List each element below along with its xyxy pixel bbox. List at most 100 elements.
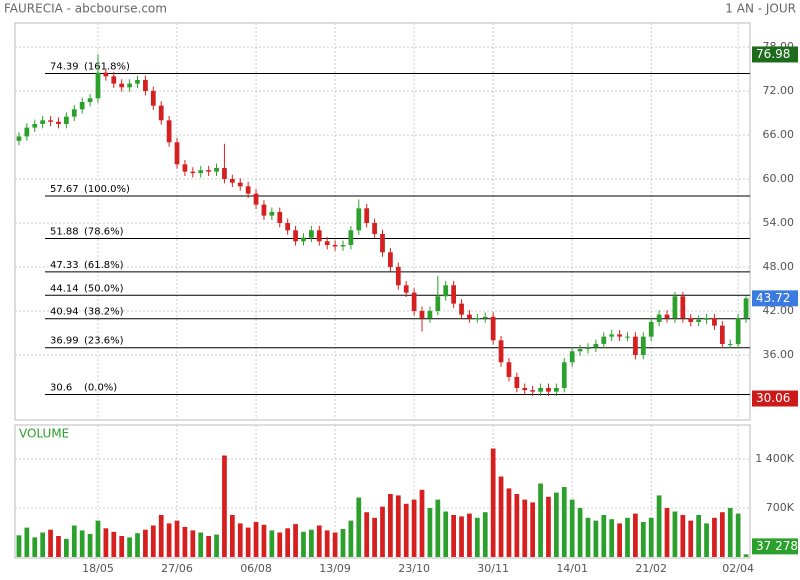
- candle-body: [704, 318, 709, 320]
- chart-title: FAURECIA - abcbourse.com: [4, 2, 167, 16]
- candle-body: [190, 171, 196, 174]
- price-marker-box: [752, 390, 798, 407]
- volume-bar: [411, 499, 417, 557]
- candle-body: [356, 208, 362, 231]
- volume-bar: [743, 554, 749, 557]
- volume-bar: [48, 529, 53, 557]
- candle-body: [316, 230, 322, 242]
- volume-bar: [680, 515, 686, 557]
- volume-bar: [316, 525, 322, 557]
- candle-body: [561, 362, 567, 388]
- candle-body: [332, 244, 338, 247]
- candle-body: [119, 83, 125, 88]
- candle-body: [245, 186, 251, 194]
- volume-bar: [467, 513, 472, 557]
- candle-body: [411, 292, 417, 311]
- candle-body: [269, 211, 275, 216]
- candle-body: [735, 318, 741, 344]
- volume-bar: [182, 526, 188, 557]
- fib-ratio: (23.6%): [84, 336, 124, 347]
- candle-body: [664, 314, 670, 319]
- x-tick-label: 14/01: [556, 562, 588, 575]
- candle-body: [490, 316, 496, 341]
- fib-ratio: (50.0%): [84, 283, 124, 294]
- volume-bar: [601, 515, 607, 557]
- candle-body: [166, 120, 172, 143]
- volume-bar: [554, 492, 559, 557]
- candle-body: [419, 310, 425, 319]
- y-tick-label: 36.00: [763, 348, 795, 361]
- volume-bar: [143, 529, 148, 557]
- volume-bar: [585, 517, 591, 557]
- volume-bar: [625, 517, 630, 557]
- volume-bar: [127, 537, 132, 557]
- fib-value: 47.33: [50, 260, 79, 271]
- volume-bar: [688, 520, 694, 557]
- candle-body: [727, 343, 733, 345]
- x-tick-label: 02/04: [722, 562, 754, 575]
- candle-body: [625, 336, 630, 338]
- volume-bar: [530, 502, 536, 557]
- candle-body: [158, 105, 164, 121]
- volume-bar: [451, 515, 456, 557]
- volume-bar: [664, 508, 670, 557]
- candle-body: [87, 98, 93, 102]
- candle-body: [403, 285, 409, 293]
- candle-body: [617, 334, 622, 337]
- volume-title: VOLUME: [19, 427, 69, 441]
- volume-bar: [190, 530, 196, 557]
- volume-bar: [64, 538, 69, 557]
- candle-body: [229, 178, 235, 183]
- volume-bar: [222, 455, 227, 557]
- volume-bar: [56, 536, 61, 557]
- price-marker-label: 30.06: [756, 391, 790, 405]
- volume-bar: [245, 527, 251, 557]
- volume-bar: [277, 532, 283, 557]
- volume-bar: [372, 517, 377, 557]
- volume-bar: [546, 496, 551, 557]
- y-tick-label: 60.00: [763, 172, 795, 185]
- volume-bar: [301, 531, 306, 557]
- candle-body: [696, 319, 701, 322]
- volume-bar: [166, 523, 172, 557]
- volume-bar: [712, 517, 717, 557]
- candle-body: [56, 121, 61, 124]
- candle-body: [150, 90, 156, 106]
- volume-bar: [640, 522, 646, 557]
- volume-bar: [40, 532, 46, 557]
- volume-bar: [593, 520, 599, 557]
- candle-body: [482, 316, 488, 319]
- candle-body: [71, 109, 77, 117]
- candle-body: [601, 336, 607, 344]
- volume-bar: [32, 537, 38, 557]
- fib-ratio: (0.0%): [84, 383, 117, 394]
- x-tick-label: 23/10: [398, 562, 430, 575]
- price-marker-label: 43.72: [756, 291, 790, 305]
- fib-value: 30.6: [50, 383, 72, 394]
- price-marker-box: [752, 46, 798, 63]
- volume-bar: [309, 529, 314, 557]
- price-marker-box: [752, 290, 798, 307]
- volume-bar: [459, 516, 464, 557]
- price-panel: [14, 22, 751, 421]
- candle-body: [569, 351, 575, 363]
- candle-body: [214, 167, 219, 172]
- volume-bar: [135, 533, 140, 557]
- candle-body: [127, 83, 132, 88]
- x-tick-label: 21/02: [635, 562, 667, 575]
- volume-bar: [633, 513, 638, 557]
- volume-bar: [388, 494, 393, 557]
- x-tick-label: 06/08: [240, 562, 272, 575]
- volume-bar: [719, 512, 725, 557]
- candle-body: [111, 76, 117, 84]
- candle-body: [474, 318, 480, 320]
- fib-value: 44.14: [50, 283, 79, 294]
- volume-bar: [490, 448, 496, 557]
- volume-bar: [577, 508, 583, 557]
- candle-body: [514, 376, 520, 388]
- fib-ratio: (100.0%): [84, 184, 130, 195]
- volume-bar: [609, 519, 615, 557]
- volume-bar: [364, 512, 370, 557]
- candle-body: [648, 321, 654, 337]
